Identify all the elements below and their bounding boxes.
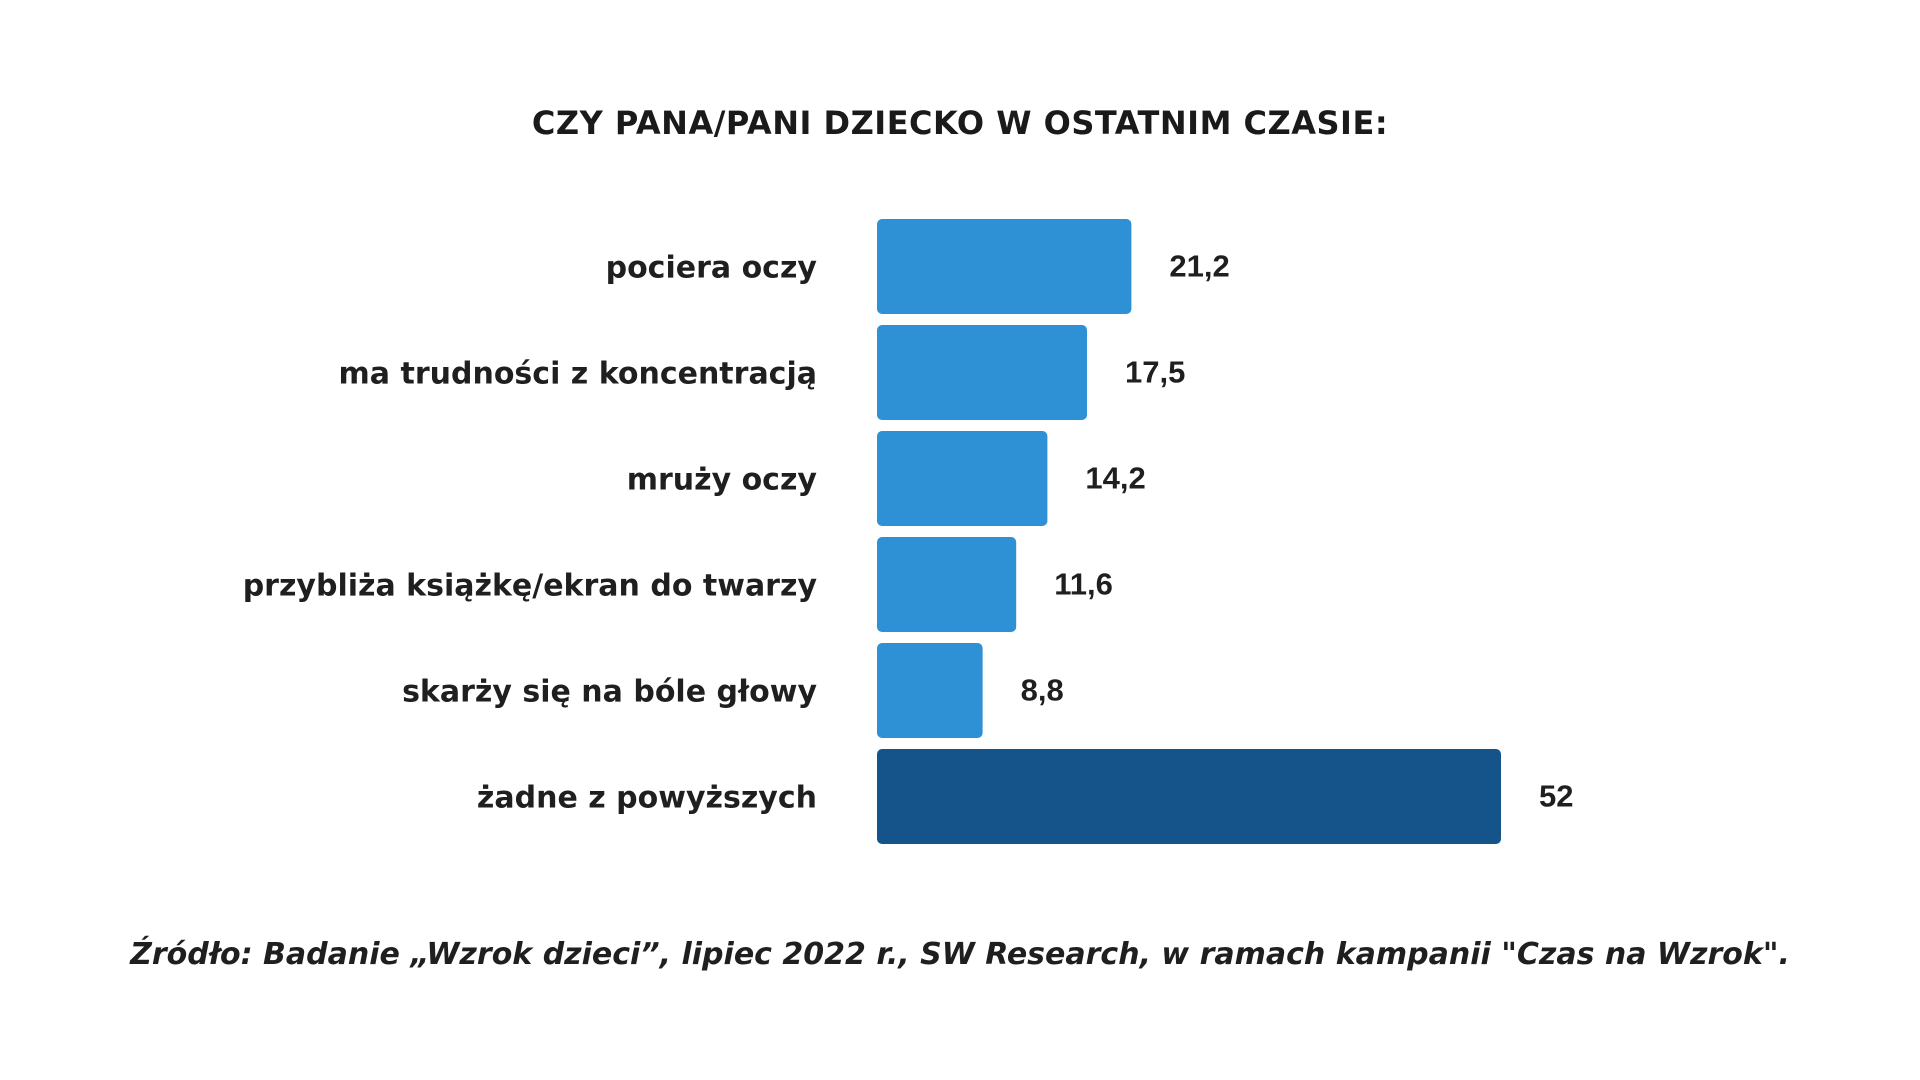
source-note: Źródło: Badanie „Wzrok dzieci”, lipiec 2… [130,937,1790,972]
bar-5 [877,643,983,738]
bar-6 [877,749,1501,844]
category-label-1: pociera oczy [606,251,818,286]
bar-1 [877,219,1132,314]
value-label-6: 52 [1539,779,1573,814]
bar-4 [877,537,1017,632]
category-label-4: przybliża książkę/ekran do twarzy [243,569,818,604]
value-label-4: 11,6 [1054,567,1113,602]
bar-2 [877,325,1087,420]
bars-layer: pociera oczy 21,2 ma trudności z koncentra… [243,219,1573,844]
category-label-5: skarży się na bóle głowy [402,675,817,710]
bar-3 [877,431,1048,526]
value-label-5: 8,8 [1021,673,1064,708]
category-label-3: mruży oczy [627,463,818,498]
category-label-6: żadne z powyższych [477,781,817,816]
chart-title: CZY PANA/PANI DZIECKO W OSTATNIM CZASIE: [531,104,1389,142]
value-label-1: 21,2 [1169,249,1229,284]
value-label-3: 14,2 [1085,461,1145,496]
category-label-2: ma trudności z koncentracją [339,357,817,392]
value-label-2: 17,5 [1125,355,1185,390]
